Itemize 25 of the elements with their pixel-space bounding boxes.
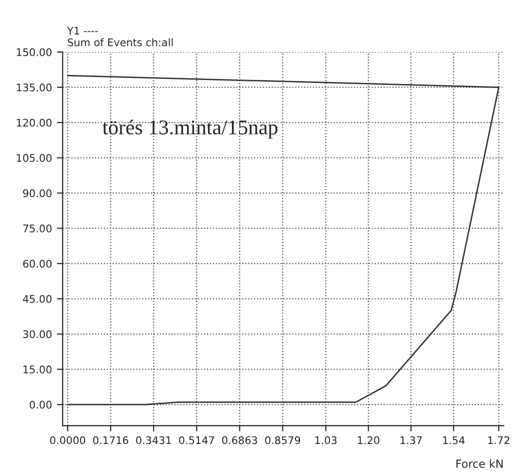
x-tick-label: 1.03 [315, 436, 337, 444]
x-tick-label: 1.72 [488, 436, 510, 444]
y-tick-label: 120.00 [16, 118, 52, 127]
y-axis-title: Y1 ---- Sum of Events ch:all [67, 26, 173, 46]
y-tick-label: 45.00 [22, 295, 52, 303]
x-tick-label: 0.1716 [93, 436, 128, 444]
x-tick-label: 1.20 [358, 436, 380, 444]
y-tick-label: 90.00 [23, 189, 52, 198]
x-tick-label: 0.0000 [50, 436, 86, 444]
x-tick-label: 0.5147 [179, 436, 214, 444]
y-tick-label: 105.00 [16, 154, 52, 162]
y-tick-label: 0.00 [30, 400, 52, 409]
annotation: törés 13.minta/15nap [102, 120, 278, 139]
y-tick-label: 150.00 [16, 48, 52, 56]
y-tick-label: 60.00 [23, 260, 52, 268]
y-tick-label: 15.00 [24, 366, 52, 374]
x-tick-label: 0.8579 [265, 436, 300, 444]
y-tick-label: 75.00 [23, 224, 52, 232]
x-axis-title: Force kN [456, 459, 503, 468]
y-tick-label: 30.00 [23, 330, 52, 338]
x-tick-label: 0.6863 [222, 436, 258, 444]
y-tick-label: 135.00 [16, 84, 52, 92]
x-tick-label: 0.3431 [136, 436, 171, 444]
x-tick-label: 1.37 [400, 436, 422, 444]
x-tick-label: 1.54 [443, 436, 465, 444]
